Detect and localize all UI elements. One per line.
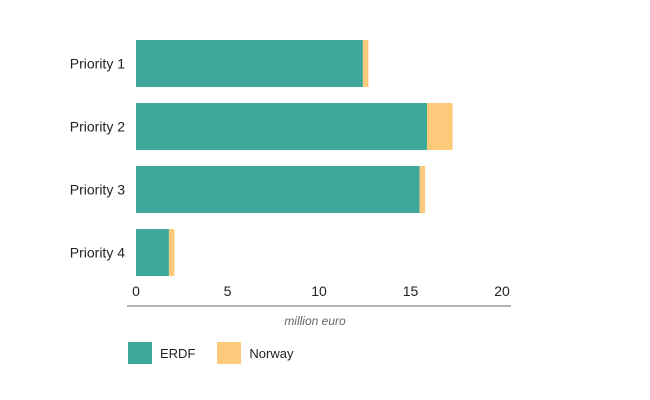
bar-erdf-priority-4 bbox=[136, 229, 169, 276]
category-label-priority-2: Priority 2 bbox=[70, 119, 125, 135]
bar-erdf-priority-2 bbox=[136, 103, 427, 150]
legend: ERDF Norway bbox=[128, 342, 293, 364]
x-axis-title: million euro bbox=[284, 314, 346, 328]
bar-erdf-priority-1 bbox=[136, 40, 363, 87]
category-label-priority-4: Priority 4 bbox=[70, 245, 125, 261]
bar-norway-priority-2 bbox=[426, 103, 453, 150]
legend-item-norway: Norway bbox=[217, 342, 293, 364]
x-tick-labels: 0 5 10 15 20 bbox=[132, 283, 510, 299]
x-tick-label-15: 15 bbox=[403, 283, 419, 299]
legend-label-erdf: ERDF bbox=[160, 345, 196, 361]
x-tick-label-20: 20 bbox=[494, 283, 510, 299]
bar-erdf-priority-3 bbox=[136, 166, 420, 213]
category-labels: Priority 1 Priority 2 Priority 3 Priority 4 bbox=[70, 56, 125, 261]
x-tick-label-0: 0 bbox=[132, 283, 140, 299]
x-tick-label-10: 10 bbox=[311, 283, 327, 299]
category-label-priority-1: Priority 1 bbox=[70, 56, 125, 72]
legend-swatch-norway bbox=[217, 342, 242, 364]
legend-swatch-erdf bbox=[128, 342, 152, 364]
bar-norway-priority-4 bbox=[168, 229, 175, 276]
category-label-priority-3: Priority 3 bbox=[70, 182, 125, 198]
bars bbox=[136, 40, 453, 276]
bar-norway-priority-3 bbox=[419, 166, 426, 213]
legend-label-norway: Norway bbox=[249, 345, 294, 361]
legend-item-erdf: ERDF bbox=[128, 342, 195, 364]
bar-norway-priority-1 bbox=[362, 40, 369, 87]
x-tick-label-5: 5 bbox=[224, 283, 232, 299]
